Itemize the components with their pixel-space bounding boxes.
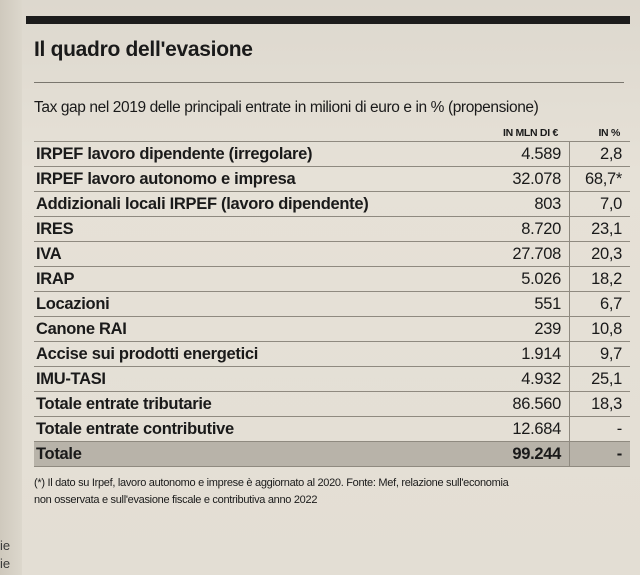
table-row: Locazioni 551 6,7 [34, 291, 630, 317]
row-label: IRES [34, 216, 471, 242]
row-label: Totale entrate tributarie [34, 391, 471, 417]
row-percent: 2,8 [569, 141, 630, 167]
table-row: Addizionali locali IRPEF (lavoro dipende… [34, 191, 630, 217]
row-value: 4.932 [471, 366, 570, 392]
row-value: 99.244 [471, 441, 570, 467]
row-percent: - [569, 416, 630, 442]
row-value: 8.720 [471, 216, 570, 242]
row-percent: 20,3 [569, 241, 630, 267]
table-row: Accise sui prodotti energetici 1.914 9,7 [34, 341, 630, 367]
row-percent: 9,7 [569, 341, 630, 367]
row-value: 27.708 [471, 241, 570, 267]
row-label: IVA [34, 241, 471, 267]
table-row: Totale entrate contributive 12.684- [34, 416, 630, 442]
row-label: IMU-TASI [34, 366, 471, 392]
row-value: 803 [471, 191, 570, 217]
row-label: Locazioni [34, 291, 471, 317]
column-header-percent: IN % [598, 127, 620, 139]
row-percent: 7,0 [569, 191, 630, 217]
row-label: IRAP [34, 266, 471, 292]
row-value: 239 [471, 316, 570, 342]
row-value: 86.560 [471, 391, 570, 417]
row-value: 1.914 [471, 341, 570, 367]
column-header-value: IN MLN DI € [502, 127, 558, 139]
table-row: IRPEF lavoro autonomo e impresa 32.078 68,… [34, 166, 630, 192]
row-value: 5.026 [471, 266, 570, 292]
footnote: (*) Il dato su Irpef, lavoro autonomo e … [34, 475, 630, 509]
title-divider [34, 82, 624, 83]
row-label: IRPEF lavoro dipendente (irregolare) [34, 141, 471, 167]
row-label: Addizionali locali IRPEF (lavoro dipende… [34, 191, 471, 217]
table-row: IMU-TASI 4.932 25,1 [34, 366, 630, 392]
row-value: 551 [471, 291, 570, 317]
row-label: Accise sui prodotti energetici [34, 341, 471, 367]
table-row: Canone RAI 239 10,8 [34, 316, 630, 342]
row-percent: 18,2 [569, 266, 630, 292]
footnote-line: non osservata e sull'evasione fiscale e … [34, 494, 318, 506]
tax-gap-table: IRPEF lavoro dipendente (irregolare) 4.58… [34, 141, 630, 467]
row-value: 12.684 [471, 416, 570, 442]
table-row: IRPEF lavoro dipendente (irregolare) 4.58… [34, 141, 630, 167]
table-row: Totale 99.244- [34, 441, 630, 467]
table-row: Totale entrate tributarie 86.560 18,3 [34, 391, 630, 417]
table-row: IRES 8.720 23,1 [34, 216, 630, 242]
row-percent: 68,7* [569, 166, 630, 192]
row-label: Totale [34, 441, 471, 467]
row-label: IRPEF lavoro autonomo e impresa [34, 166, 471, 192]
row-percent: 25,1 [569, 366, 630, 392]
row-percent: 10,8 [569, 316, 630, 342]
adjacent-column-text: ie [0, 556, 11, 571]
tax-gap-box: Il quadro dell'evasione Tax gap nel 2019… [26, 16, 630, 556]
table-subtitle: Tax gap nel 2019 delle principali entrat… [34, 99, 539, 116]
adjacent-column-strip [0, 0, 22, 575]
box-title: Il quadro dell'evasione [34, 38, 253, 61]
row-percent: 6,7 [569, 291, 630, 317]
adjacent-column-text: ie [0, 538, 11, 553]
top-rule [26, 16, 630, 24]
row-label: Totale entrate contributive [34, 416, 471, 442]
row-value: 32.078 [471, 166, 570, 192]
row-percent: - [569, 441, 630, 467]
row-percent: 23,1 [569, 216, 630, 242]
table-row: IRAP 5.026 18,2 [34, 266, 630, 292]
row-label: Canone RAI [34, 316, 471, 342]
row-value: 4.589 [471, 141, 570, 167]
table-row: IVA 27.708 20,3 [34, 241, 630, 267]
column-headers: IN MLN DI € IN % [26, 127, 620, 139]
footnote-line: (*) Il dato su Irpef, lavoro autonomo e … [34, 477, 509, 489]
row-percent: 18,3 [569, 391, 630, 417]
